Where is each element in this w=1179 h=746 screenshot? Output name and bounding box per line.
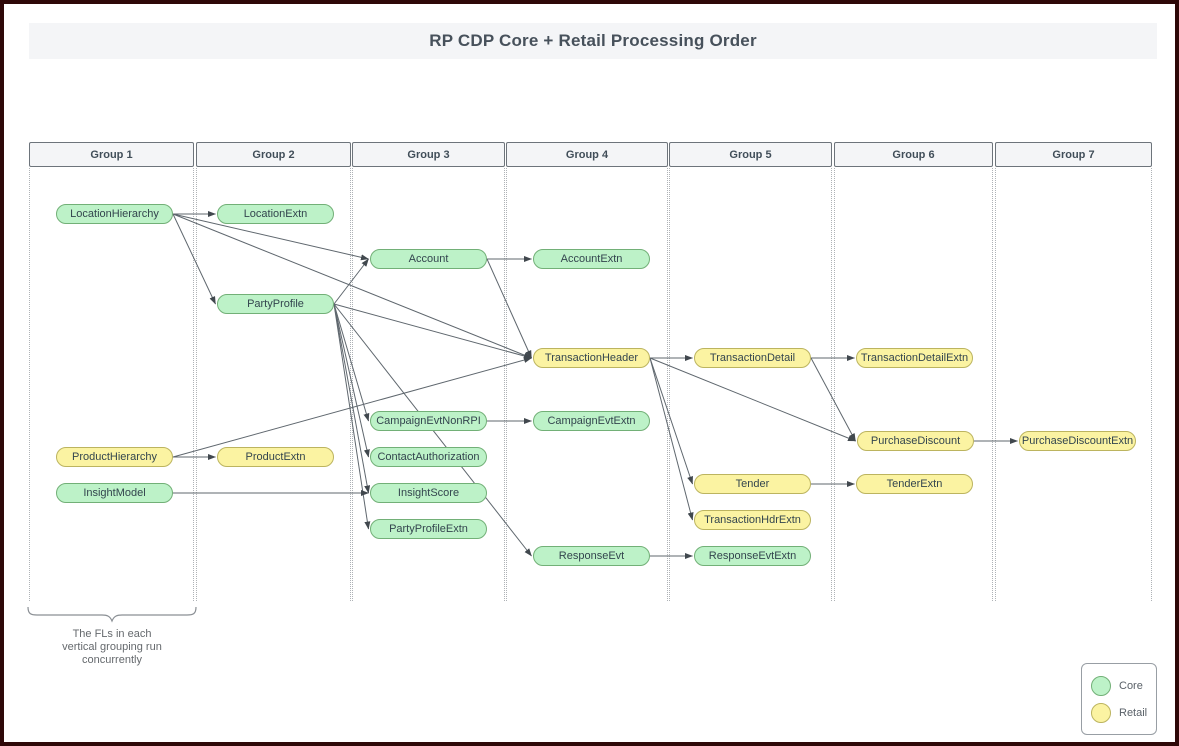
lane-group-6 xyxy=(834,168,993,601)
legend-label-retail: Retail xyxy=(1119,706,1148,719)
lane-group-4 xyxy=(506,168,668,601)
node-campaign-evt-extn[interactable]: CampaignEvtExtn xyxy=(533,411,650,431)
node-account[interactable]: Account xyxy=(370,249,487,269)
node-transaction-detail-extn[interactable]: TransactionDetailExtn xyxy=(856,348,973,368)
group-header-3: Group 3 xyxy=(352,142,505,167)
node-transaction-detail[interactable]: TransactionDetail xyxy=(694,348,811,368)
lane-group-2 xyxy=(196,168,351,601)
core-swatch-icon xyxy=(1091,675,1111,696)
node-campaign-evt-non-rpi[interactable]: CampaignEvtNonRPI xyxy=(370,411,487,431)
lane-group-7 xyxy=(995,168,1152,601)
node-product-extn[interactable]: ProductExtn xyxy=(217,447,334,467)
legend-label-core: Core xyxy=(1119,679,1143,692)
node-transaction-header[interactable]: TransactionHeader xyxy=(533,348,650,368)
group-header-2: Group 2 xyxy=(196,142,351,167)
node-purchase-discount-extn[interactable]: PurchaseDiscountExtn xyxy=(1019,431,1136,451)
node-location-extn[interactable]: LocationExtn xyxy=(217,204,334,224)
retail-swatch-icon xyxy=(1091,702,1111,723)
node-response-evt[interactable]: ResponseEvt xyxy=(533,546,650,566)
group-header-4: Group 4 xyxy=(506,142,668,167)
group-header-5: Group 5 xyxy=(669,142,832,167)
lane-group-5 xyxy=(669,168,832,601)
lane-group-1 xyxy=(29,168,194,601)
node-tender-extn[interactable]: TenderExtn xyxy=(856,474,973,494)
group-header-7: Group 7 xyxy=(995,142,1152,167)
page-title: RP CDP Core + Retail Processing Order xyxy=(429,31,757,50)
node-response-evt-extn[interactable]: ResponseEvtExtn xyxy=(694,546,811,566)
node-tender[interactable]: Tender xyxy=(694,474,811,494)
node-transaction-hdr-extn[interactable]: TransactionHdrExtn xyxy=(694,510,811,530)
node-contact-authorization[interactable]: ContactAuthorization xyxy=(370,447,487,467)
node-purchase-discount[interactable]: PurchaseDiscount xyxy=(857,431,974,451)
diagram-title-bar: RP CDP Core + Retail Processing Order xyxy=(29,23,1157,59)
legend: Core Retail xyxy=(1081,663,1157,735)
group1-brace xyxy=(27,606,197,623)
node-location-hierarchy[interactable]: LocationHierarchy xyxy=(56,204,173,224)
node-account-extn[interactable]: AccountExtn xyxy=(533,249,650,269)
node-insight-model[interactable]: InsightModel xyxy=(56,483,173,503)
legend-item-retail: Retail xyxy=(1091,702,1156,723)
node-party-profile[interactable]: PartyProfile xyxy=(217,294,334,314)
concurrency-note: The FLs in each vertical grouping run co… xyxy=(62,628,162,666)
group-header-6: Group 6 xyxy=(834,142,993,167)
legend-item-core: Core xyxy=(1091,675,1156,696)
node-party-profile-extn[interactable]: PartyProfileExtn xyxy=(370,519,487,539)
node-product-hierarchy[interactable]: ProductHierarchy xyxy=(56,447,173,467)
group-header-1: Group 1 xyxy=(29,142,194,167)
node-insight-score[interactable]: InsightScore xyxy=(370,483,487,503)
